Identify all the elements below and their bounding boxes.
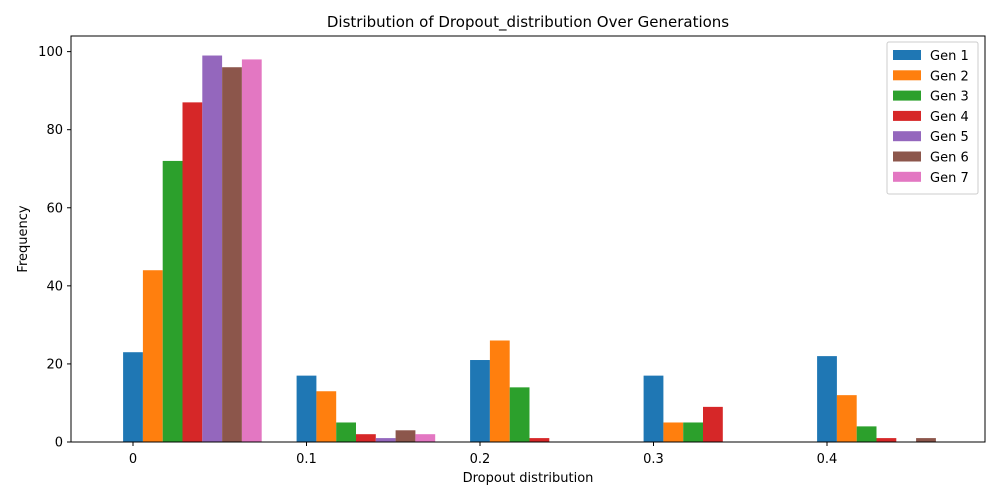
legend-swatch (893, 131, 921, 142)
y-tick-label: 20 (46, 357, 63, 372)
x-axis-label: Dropout distribution (463, 471, 594, 486)
x-tick-label: 0.2 (470, 452, 491, 467)
legend-swatch (893, 50, 921, 60)
bar-gen4-cat0 (182, 102, 203, 443)
bar-gen7-cat0 (241, 59, 262, 443)
x-tick-label: 0 (129, 452, 137, 467)
bar-gen2-cat1 (316, 391, 337, 442)
bar-gen6-cat0 (222, 67, 242, 442)
bar-gen3-cat1 (336, 422, 356, 442)
bar-gen1-cat4 (817, 356, 837, 442)
bar-gen3-cat4 (856, 426, 877, 442)
bar-gen4-cat2 (529, 438, 550, 442)
legend-label: Gen 3 (930, 90, 969, 105)
x-tick-label: 0.1 (296, 452, 317, 467)
legend: Gen 1 Gen 2 Gen 3 Gen 4 Gen 5 Gen 6 Gen 7 (886, 41, 979, 195)
legend-label: Gen 6 (930, 151, 969, 166)
bars-layer (123, 55, 936, 443)
x-axis: 0 0.1 0.2 0.3 0.4 (129, 442, 837, 467)
bar-gen5-cat0 (202, 55, 223, 443)
y-axis-label: Frequency (16, 205, 31, 272)
bar-gen3-cat2 (509, 387, 530, 442)
bar-gen1-cat1 (296, 375, 317, 442)
legend-label: Gen 7 (930, 171, 969, 186)
y-tick-label: 80 (46, 123, 63, 138)
legend-label: Gen 4 (930, 110, 969, 125)
bar-gen1-cat2 (470, 360, 490, 442)
bar-gen2-cat3 (663, 422, 684, 442)
bar-gen4-cat4 (876, 438, 897, 442)
legend-label: Gen 1 (930, 49, 969, 64)
bar-gen4-cat1 (356, 434, 376, 442)
plot-frame (70, 35, 986, 443)
bar-gen2-cat2 (489, 340, 510, 442)
bar-gen2-cat4 (836, 395, 857, 442)
y-tick-label: 100 (38, 45, 63, 60)
legend-label: Gen 2 (930, 69, 969, 84)
bar-gen2-cat0 (142, 270, 163, 442)
legend-swatch (893, 90, 921, 101)
legend-swatch (893, 110, 921, 121)
chart-title: Distribution of Dropout_distribution Ove… (327, 13, 729, 32)
legend-swatch (893, 171, 921, 182)
legend-swatch (893, 151, 921, 162)
bar-gen1-cat3 (643, 375, 664, 442)
bar-gen4-cat3 (703, 406, 723, 442)
bar-gen5-cat1 (375, 438, 396, 442)
bar-gen6-cat4 (916, 438, 936, 442)
bar-gen7-cat1 (415, 434, 436, 442)
x-tick-label: 0.4 (817, 452, 838, 467)
y-tick-label: 0 (55, 436, 63, 451)
x-tick-label: 0.3 (643, 452, 664, 467)
legend-label: Gen 5 (930, 130, 969, 145)
y-axis: 0 20 40 60 80 100 (38, 45, 71, 451)
bar-gen6-cat1 (395, 430, 416, 442)
bar-gen1-cat0 (123, 352, 143, 442)
bar-gen3-cat3 (683, 422, 703, 442)
bar-gen3-cat0 (162, 160, 183, 443)
y-tick-label: 40 (46, 279, 63, 294)
y-tick-label: 60 (46, 201, 63, 216)
legend-swatch (893, 70, 921, 81)
